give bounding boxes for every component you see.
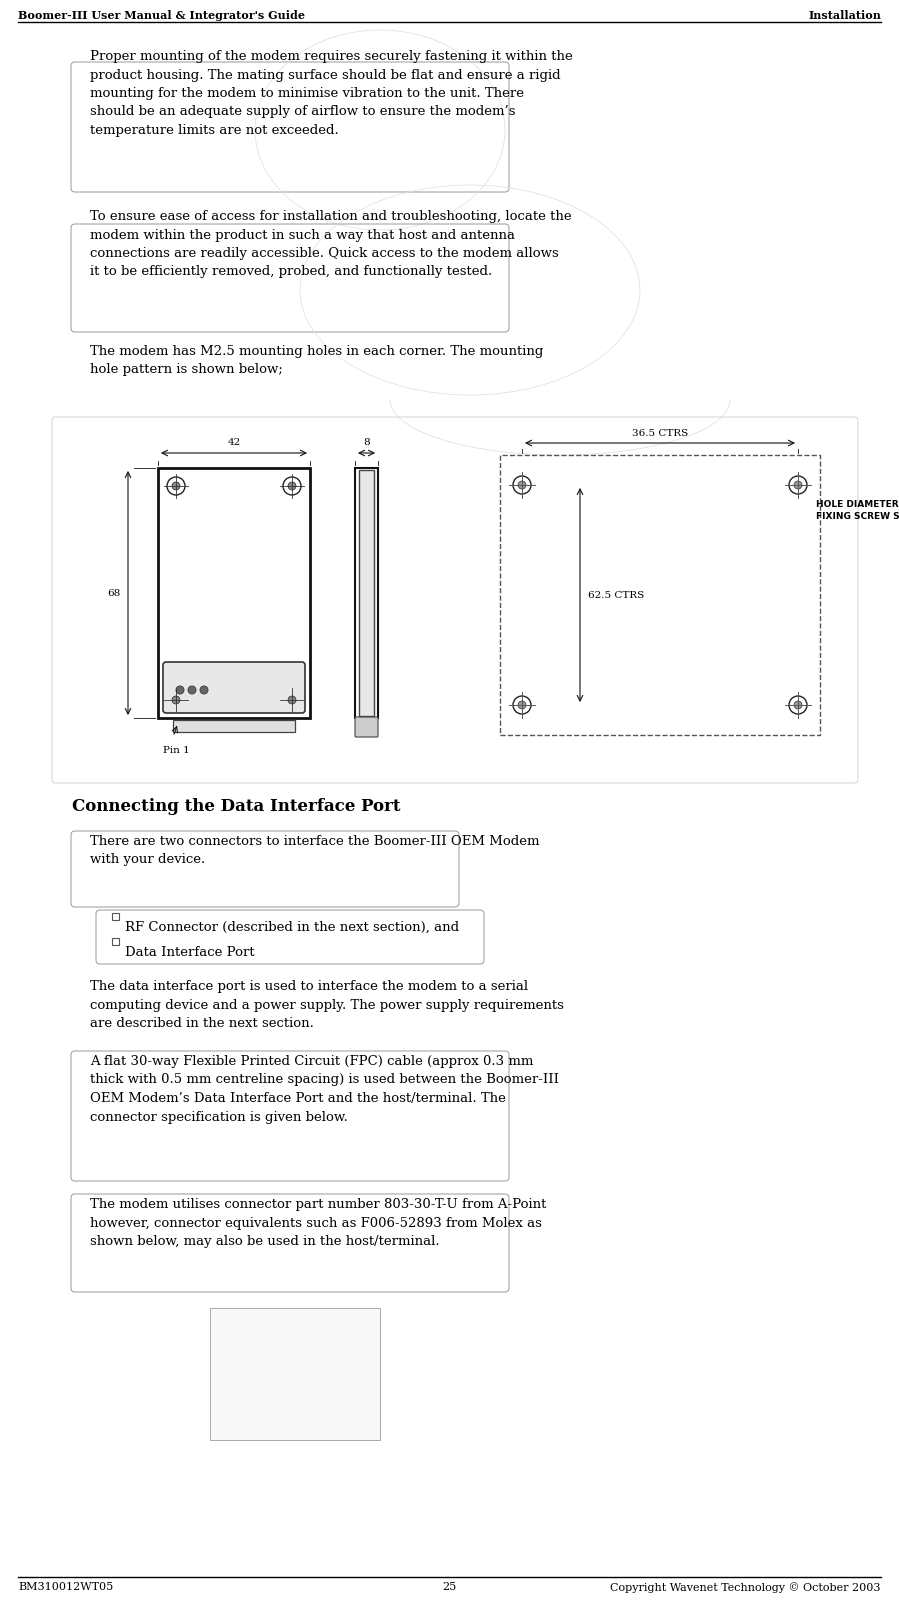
- Text: HOLE DIAMETER 4X 2.80: HOLE DIAMETER 4X 2.80: [816, 500, 899, 508]
- Text: There are two connectors to interface the Boomer-III OEM Modem
with your device.: There are two connectors to interface th…: [90, 836, 539, 866]
- Circle shape: [789, 476, 807, 494]
- Circle shape: [513, 476, 531, 494]
- Text: FIXING SCREW SIZE M2.5: FIXING SCREW SIZE M2.5: [816, 512, 899, 521]
- Text: Pin 1: Pin 1: [163, 746, 190, 755]
- Circle shape: [176, 687, 184, 695]
- Bar: [173, 720, 295, 731]
- Circle shape: [188, 687, 196, 695]
- Bar: [112, 913, 119, 921]
- Text: Data Interface Port: Data Interface Port: [125, 946, 254, 959]
- Text: 42: 42: [227, 438, 241, 448]
- Text: 68: 68: [107, 589, 120, 598]
- Circle shape: [288, 481, 296, 489]
- Text: Proper mounting of the modem requires securely fastening it within the
product h: Proper mounting of the modem requires se…: [90, 50, 573, 136]
- Text: The modem utilises connector part number 803-30-T-U from A-Point
however, connec: The modem utilises connector part number…: [90, 1198, 547, 1248]
- Circle shape: [283, 691, 301, 709]
- Circle shape: [789, 696, 807, 714]
- Circle shape: [167, 691, 185, 709]
- Text: Copyright Wavenet Technology © October 2003: Copyright Wavenet Technology © October 2…: [610, 1582, 881, 1593]
- Circle shape: [513, 696, 531, 714]
- Circle shape: [518, 701, 526, 709]
- Text: A flat 30-way Flexible Printed Circuit (FPC) cable (approx 0.3 mm
thick with 0.5: A flat 30-way Flexible Printed Circuit (…: [90, 1055, 559, 1123]
- FancyBboxPatch shape: [163, 662, 305, 714]
- Text: The data interface port is used to interface the modem to a serial
computing dev: The data interface port is used to inter…: [90, 980, 564, 1030]
- Bar: [355, 468, 378, 719]
- Circle shape: [794, 481, 802, 489]
- Bar: [500, 456, 820, 735]
- Circle shape: [794, 701, 802, 709]
- Circle shape: [288, 696, 296, 704]
- Circle shape: [518, 481, 526, 489]
- Text: Connecting the Data Interface Port: Connecting the Data Interface Port: [72, 799, 400, 815]
- Circle shape: [172, 696, 180, 704]
- FancyBboxPatch shape: [355, 717, 378, 736]
- Circle shape: [200, 687, 208, 695]
- Text: Boomer-III User Manual & Integrator's Guide: Boomer-III User Manual & Integrator's Gu…: [18, 10, 305, 21]
- Bar: [158, 468, 310, 719]
- Bar: [210, 1307, 380, 1440]
- Text: The modem has M2.5 mounting holes in each corner. The mounting
hole pattern is s: The modem has M2.5 mounting holes in eac…: [90, 345, 543, 377]
- Text: 36.5 CTRS: 36.5 CTRS: [632, 428, 688, 438]
- Text: 62.5 CTRS: 62.5 CTRS: [588, 590, 645, 600]
- Bar: [359, 470, 374, 715]
- Text: BM310012WT05: BM310012WT05: [18, 1582, 113, 1593]
- Circle shape: [167, 476, 185, 496]
- Circle shape: [283, 476, 301, 496]
- Text: RF Connector (described in the next section), and: RF Connector (described in the next sect…: [125, 921, 459, 934]
- Bar: [112, 938, 119, 945]
- Circle shape: [172, 481, 180, 489]
- Text: Installation: Installation: [808, 10, 881, 21]
- Text: 8: 8: [363, 438, 369, 448]
- Text: To ensure ease of access for installation and troubleshooting, locate the
modem : To ensure ease of access for installatio…: [90, 210, 572, 279]
- Text: 25: 25: [442, 1582, 456, 1593]
